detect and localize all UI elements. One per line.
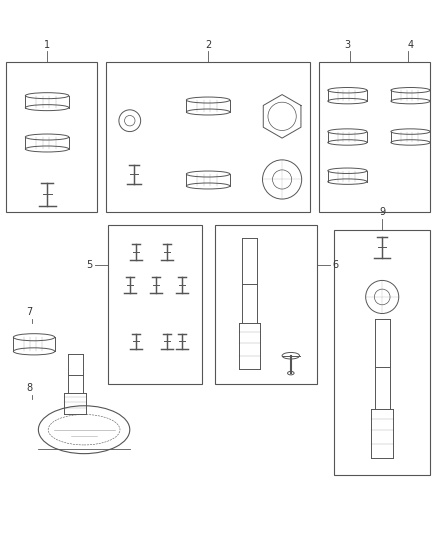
Text: 3: 3 — [344, 40, 350, 50]
Text: 8: 8 — [27, 383, 33, 393]
Text: 5: 5 — [87, 260, 93, 270]
Text: 4: 4 — [407, 40, 413, 50]
Text: 6: 6 — [332, 260, 338, 270]
Text: 7: 7 — [27, 306, 33, 317]
Text: 1: 1 — [44, 40, 50, 50]
Text: 9: 9 — [379, 207, 385, 217]
Text: 2: 2 — [205, 40, 211, 50]
